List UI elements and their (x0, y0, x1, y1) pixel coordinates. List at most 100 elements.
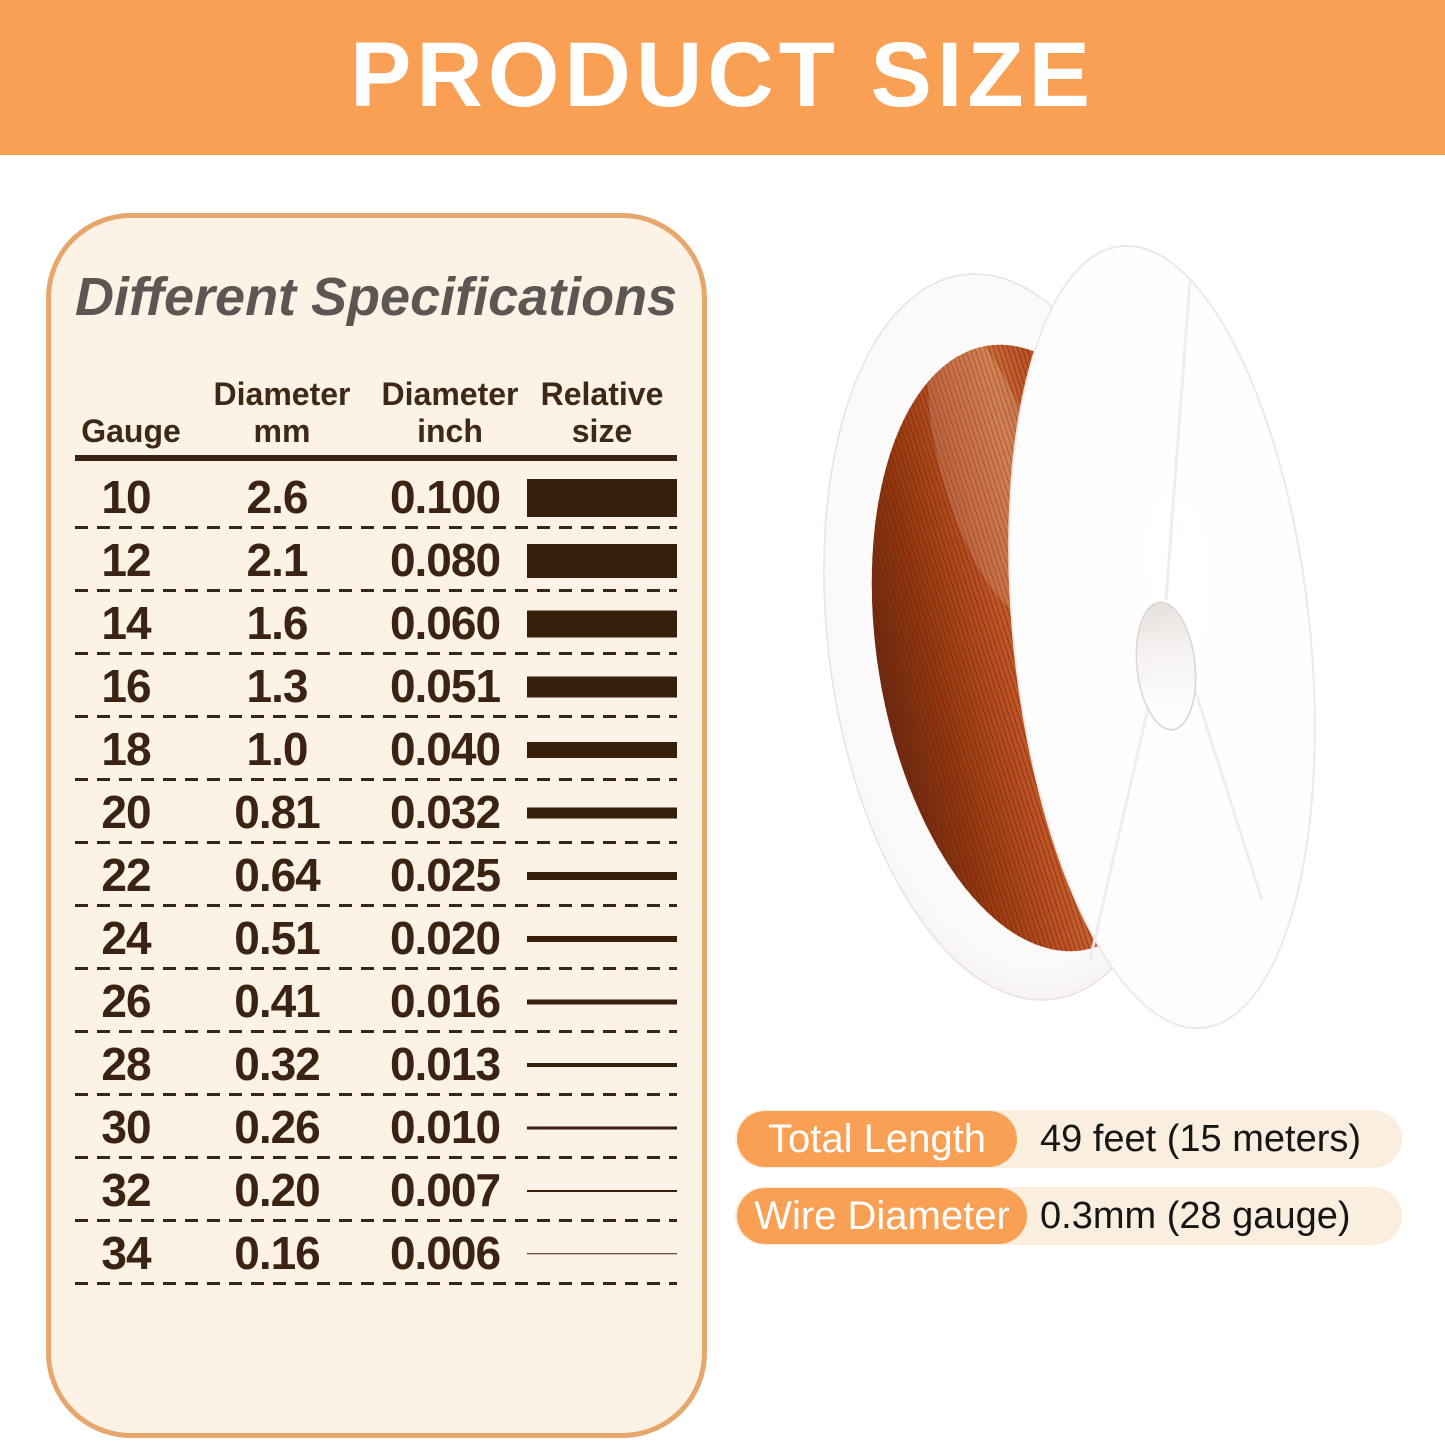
size-bar (527, 935, 677, 942)
table-row: 28 0.32 0.013 (51, 1033, 702, 1096)
cell-inch: 0.040 (389, 723, 501, 775)
table-row: 24 0.51 0.020 (51, 907, 702, 970)
cell-inch: 0.080 (389, 534, 501, 586)
cell-gauge: 12 (101, 534, 151, 586)
table-row: 12 2.1 0.080 (51, 529, 702, 592)
cell-gauge: 26 (101, 975, 151, 1027)
table-row: 20 0.81 0.032 (51, 781, 702, 844)
row-separator (75, 715, 677, 718)
cell-mm: 1.6 (246, 597, 309, 649)
row-separator (75, 1156, 677, 1159)
size-bar (527, 807, 677, 818)
cell-mm: 0.81 (234, 786, 321, 838)
cell-inch: 0.100 (389, 471, 501, 523)
row-separator (75, 526, 677, 529)
cell-gauge: 10 (101, 471, 151, 523)
table-row: 22 0.64 0.025 (51, 844, 702, 907)
table-row: 10 2.6 0.100 (51, 466, 702, 529)
cell-inch: 0.007 (389, 1164, 501, 1216)
row-separator (75, 967, 677, 970)
wire-diameter-value: 0.3mm (28 gauge) (1040, 1195, 1351, 1237)
size-bar (527, 1189, 677, 1192)
column-header-gauge: Gauge (81, 413, 181, 449)
row-separator (75, 841, 677, 844)
cell-inch: 0.020 (389, 912, 501, 964)
size-bar (527, 1252, 677, 1255)
table-row: 18 1.0 0.040 (51, 718, 702, 781)
size-bar (527, 741, 677, 758)
table-row: 30 0.26 0.010 (51, 1096, 702, 1159)
flange-seam-lines (1088, 279, 1264, 961)
cell-gauge: 18 (101, 723, 151, 775)
total-length-label: Total Length (737, 1111, 1017, 1167)
row-separator (75, 1030, 677, 1033)
size-bar (527, 676, 677, 697)
wire-spool-image (823, 244, 1316, 1030)
cell-gauge: 28 (101, 1038, 151, 1090)
spool-center-hole (1135, 601, 1197, 731)
cell-mm: 0.16 (234, 1227, 321, 1279)
cell-mm: 0.51 (234, 912, 321, 964)
cell-relative-size (527, 529, 677, 592)
cell-gauge: 24 (101, 912, 151, 964)
column-header-diameter-mm: Diameter mm (213, 376, 351, 449)
size-bar (527, 610, 677, 637)
cell-relative-size (527, 655, 677, 718)
cell-mm: 2.1 (246, 534, 309, 586)
wire-diameter-label: Wire Diameter (737, 1188, 1027, 1244)
row-separator (75, 1282, 677, 1285)
cell-relative-size (527, 1222, 677, 1285)
cell-relative-size (527, 844, 677, 907)
table-row: 34 0.16 0.006 (51, 1222, 702, 1285)
cell-gauge: 32 (101, 1164, 151, 1216)
row-separator (75, 589, 677, 592)
cell-relative-size (527, 781, 677, 844)
table-row: 14 1.6 0.060 (51, 592, 702, 655)
cell-relative-size (527, 970, 677, 1033)
size-bar (527, 871, 677, 880)
cell-mm: 0.20 (234, 1164, 321, 1216)
cell-relative-size (527, 466, 677, 529)
wire-diameter-row: Wire Diameter 0.3mm (28 gauge) (735, 1187, 1402, 1245)
cell-relative-size (527, 718, 677, 781)
cell-inch: 0.016 (389, 975, 501, 1027)
column-header-relative-size: Relative size (540, 376, 664, 449)
cell-inch: 0.051 (389, 660, 501, 712)
size-bar (527, 478, 677, 517)
cell-inch: 0.013 (389, 1038, 501, 1090)
cell-gauge: 16 (101, 660, 151, 712)
cell-mm: 0.26 (234, 1101, 321, 1153)
size-bar (527, 1126, 677, 1129)
header-banner: PRODUCT SIZE (0, 0, 1445, 155)
cell-inch: 0.032 (389, 786, 501, 838)
total-length-row: Total Length 49 feet (15 meters) (735, 1110, 1402, 1168)
cell-gauge: 22 (101, 849, 151, 901)
cell-inch: 0.010 (389, 1101, 501, 1153)
cell-inch: 0.006 (389, 1227, 501, 1279)
cell-mm: 0.41 (234, 975, 321, 1027)
cell-relative-size (527, 1096, 677, 1159)
row-separator (75, 778, 677, 781)
cell-mm: 1.3 (246, 660, 309, 712)
column-header-diameter-inch: Diameter inch (381, 376, 519, 449)
table-row: 32 0.20 0.007 (51, 1159, 702, 1222)
cell-gauge: 30 (101, 1101, 151, 1153)
cell-relative-size (527, 1159, 677, 1222)
total-length-value: 49 feet (15 meters) (1040, 1118, 1362, 1160)
size-bar (527, 1062, 677, 1067)
specifications-panel: Different Specifications Gauge Diameter … (46, 213, 707, 1438)
cell-relative-size (527, 1033, 677, 1096)
cell-gauge: 20 (101, 786, 151, 838)
cell-gauge: 14 (101, 597, 151, 649)
cell-relative-size (527, 592, 677, 655)
size-bar (527, 999, 677, 1004)
row-separator (75, 1219, 677, 1222)
cell-mm: 0.64 (234, 849, 321, 901)
cell-inch: 0.060 (389, 597, 501, 649)
table-row: 16 1.3 0.051 (51, 655, 702, 718)
cell-mm: 2.6 (246, 471, 309, 523)
cell-gauge: 34 (101, 1227, 151, 1279)
table-header-underline (75, 455, 677, 461)
cell-mm: 1.0 (246, 723, 309, 775)
cell-inch: 0.025 (389, 849, 501, 901)
